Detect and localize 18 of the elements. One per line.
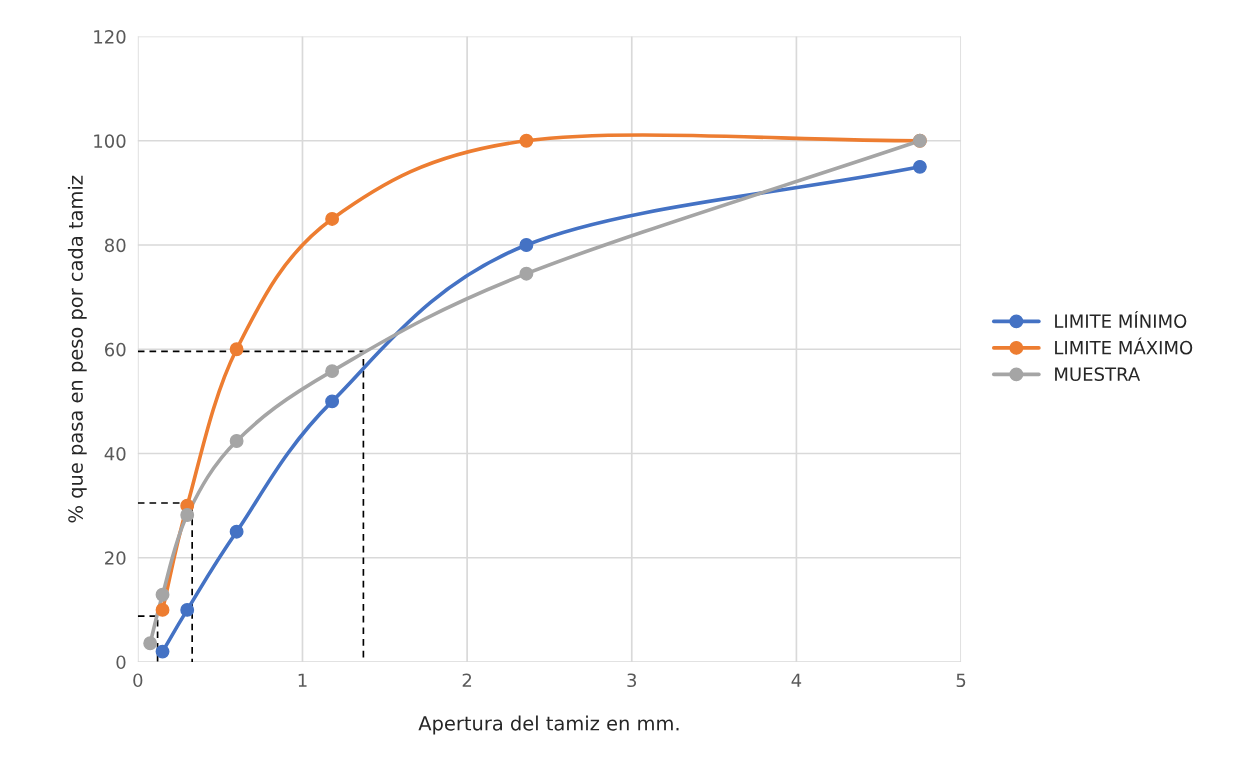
- x-tick-label: 1: [298, 673, 307, 687]
- x-axis-title: Apertura del tamiz en mm.: [418, 715, 679, 735]
- legend-label: MUESTRA: [1055, 367, 1141, 381]
- y-tick-label: 20: [105, 551, 126, 565]
- y-axis-title: % que pasa en peso por cada tamiz: [67, 175, 87, 523]
- x-tick-label: 4: [791, 673, 802, 687]
- x-tick-label: 0: [133, 673, 143, 688]
- y-tick-label: 60: [105, 342, 126, 357]
- x-tick-label: 2: [462, 673, 472, 687]
- x-tick-label: 5: [956, 673, 966, 688]
- y-tick-label: 100: [94, 134, 126, 148]
- legend-label: LIMITE MÁXIMO: [1055, 337, 1193, 355]
- x-tick-label: 3: [627, 673, 637, 688]
- legend-label: LIMITE MÍNIMO: [1055, 311, 1187, 328]
- y-tick-label: 120: [94, 29, 126, 44]
- y-tick-label: 0: [116, 655, 126, 670]
- y-tick-label: 80: [104, 238, 126, 253]
- y-tick-label: 40: [104, 446, 126, 461]
